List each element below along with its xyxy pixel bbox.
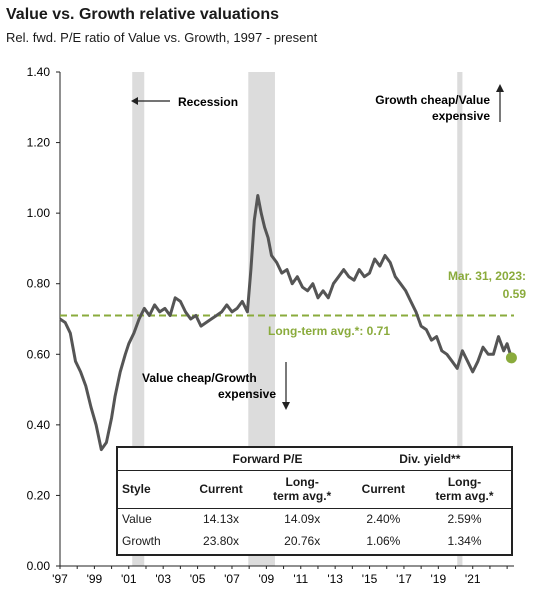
x-tick-label: '03 [155, 572, 171, 586]
up-arrow [496, 84, 504, 122]
pe-current-header: Current [186, 470, 256, 509]
down-arrow [282, 362, 290, 410]
x-tick-label: '19 [431, 572, 447, 586]
y-tick-label: 0.20 [27, 488, 51, 502]
series-line-value-vs-growth [59, 194, 513, 452]
x-tick-label: '01 [121, 572, 137, 586]
table-row: Growth 23.80x 20.76x 1.06% 1.34% [122, 534, 482, 548]
y-tick-label: 0.80 [27, 277, 51, 291]
y-tick-label: 1.20 [27, 136, 51, 150]
table-row: Value 14.13x 14.09x 2.40% 2.59% [122, 512, 482, 527]
recession-arrow [131, 97, 170, 105]
x-tick-label: '13 [327, 572, 343, 586]
recession-band-2 [457, 72, 463, 566]
y-tick-label: 0.40 [27, 418, 51, 432]
div-yield-header: Div. yield** [348, 448, 511, 471]
latest-value-dot [505, 352, 517, 364]
growth-cheap-label-line2: expensive [432, 109, 490, 123]
long-term-average-label: Long-term avg.*: 0.71 [268, 324, 390, 338]
x-tick-label: '21 [465, 572, 481, 586]
x-tick-label: '09 [259, 572, 275, 586]
latest-label-line2: 0.59 [503, 287, 527, 301]
chart-subtitle: Rel. fwd. P/E ratio of Value vs. Growth,… [6, 30, 318, 45]
pe-lt-avg-header: Long-term avg.* [255, 470, 349, 509]
style-header: Style [118, 470, 187, 509]
forward-pe-header: Forward P/E [186, 448, 349, 471]
x-tick-label: '17 [396, 572, 412, 586]
dy-current-header: Current [348, 470, 419, 509]
valuation-table: Forward P/E Div. yield** Style Current L… [116, 446, 513, 556]
x-tick-label: '97 [52, 572, 68, 586]
x-tick-label: '07 [224, 572, 240, 586]
growth-cheap-label-line1: Growth cheap/Value [375, 93, 490, 107]
y-tick-label: 1.40 [27, 65, 51, 79]
value-cheap-label-line2: expensive [218, 387, 276, 401]
y-tick-label: 0.60 [27, 347, 51, 361]
recession-label: Recession [178, 95, 238, 109]
value-cheap-label-line1: Value cheap/Growth [142, 371, 257, 385]
dy-lt-avg-header: Long-term avg.* [418, 470, 511, 509]
x-tick-label: '15 [362, 572, 378, 586]
latest-label-line1: Mar. 31, 2023: [448, 269, 526, 283]
chart-title: Value vs. Growth relative valuations [6, 6, 279, 23]
x-tick-label: '11 [293, 572, 308, 586]
x-tick-label: '99 [87, 572, 103, 586]
axes: 0.00 0.20 0.40 0.60 0.80 1.00 1.20 1.40 '97 '99 '0… [27, 65, 514, 586]
y-tick-label: 1.00 [27, 206, 51, 220]
y-tick-label: 0.00 [27, 559, 51, 573]
x-tick-label: '05 [190, 572, 206, 586]
